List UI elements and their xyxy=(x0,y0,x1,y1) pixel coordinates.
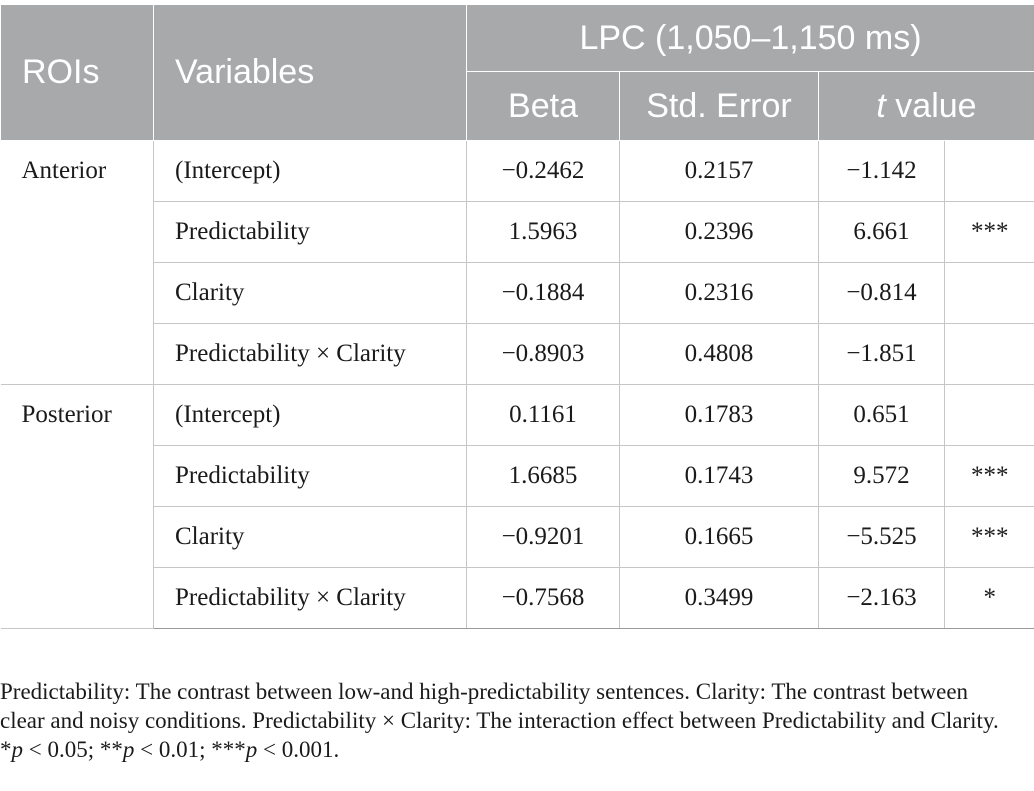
footnote-p-symbol: p xyxy=(245,737,258,762)
table-row: Predictability 1.6685 0.1743 9.572 *** xyxy=(1,445,1034,507)
t-value-cell: −1.851 xyxy=(818,323,945,385)
header-t-value: t value xyxy=(817,71,1034,141)
significance-cell: * xyxy=(943,567,1034,629)
significance-cell: *** xyxy=(943,201,1034,263)
table-body: Anterior (Intercept) −0.2462 0.2157 −1.1… xyxy=(0,140,1034,629)
beta-cell: 0.1161 xyxy=(466,384,620,446)
footnote-p-symbol: p xyxy=(122,737,135,762)
std-error-cell: 0.1665 xyxy=(619,506,819,568)
significance-cell: *** xyxy=(943,445,1034,507)
t-value-cell: −1.142 xyxy=(818,140,945,202)
variable-cell: Predictability × Clarity xyxy=(153,323,467,385)
variable-cell: (Intercept) xyxy=(153,384,467,446)
std-error-cell: 0.2396 xyxy=(619,201,819,263)
significance-cell xyxy=(943,323,1034,385)
table-row: Predictability × Clarity −0.8903 0.4808 … xyxy=(1,323,1034,385)
footnote-p-symbol: p xyxy=(11,737,24,762)
beta-cell: 1.6685 xyxy=(466,445,620,507)
significance-cell xyxy=(943,384,1034,446)
std-error-cell: 0.4808 xyxy=(619,323,819,385)
table-row: Predictability × Clarity −0.7568 0.3499 … xyxy=(1,567,1034,629)
std-error-cell: 0.1743 xyxy=(619,445,819,507)
beta-cell: −0.9201 xyxy=(466,506,620,568)
t-value-cell: 6.661 xyxy=(818,201,945,263)
table-row: Predictability 1.5963 0.2396 6.661 *** xyxy=(1,201,1034,263)
table-row: Clarity −0.9201 0.1665 −5.525 *** xyxy=(1,506,1034,568)
variable-cell: Predictability xyxy=(153,201,467,263)
significance-cell xyxy=(943,140,1034,202)
header-t-rest: value xyxy=(885,86,977,125)
header-t-italic: t xyxy=(876,86,886,125)
t-value-cell: 9.572 xyxy=(818,445,945,507)
header-variables: Variables xyxy=(153,4,467,141)
std-error-cell: 0.3499 xyxy=(619,567,819,629)
results-table: ROIs Variables LPC (1,050–1,150 ms) Beta… xyxy=(0,4,1034,629)
variable-cell: Predictability xyxy=(153,445,467,507)
table-footnote: Predictability: The contrast between low… xyxy=(0,677,1010,764)
t-value-cell: −5.525 xyxy=(818,506,945,568)
footnote-threshold: < 0.01; *** xyxy=(134,737,246,762)
significance-cell: *** xyxy=(943,506,1034,568)
table-row: Clarity −0.1884 0.2316 −0.814 xyxy=(1,262,1034,324)
t-value-cell: 0.651 xyxy=(818,384,945,446)
header-std-error: Std. Error xyxy=(619,71,819,141)
beta-cell: −0.7568 xyxy=(466,567,620,629)
variable-cell: Clarity xyxy=(153,506,467,568)
roi-cell: Anterior xyxy=(0,140,154,385)
header-rois: ROIs xyxy=(0,4,154,141)
t-value-cell: −2.163 xyxy=(818,567,945,629)
header-lpc-group: LPC (1,050–1,150 ms) xyxy=(465,4,1034,72)
footnote-text: Predictability: The contrast between low… xyxy=(0,679,999,762)
variable-cell: Predictability × Clarity xyxy=(153,567,467,629)
t-value-cell: −0.814 xyxy=(818,262,945,324)
variable-cell: (Intercept) xyxy=(153,140,467,202)
roi-cell: Posterior xyxy=(0,384,154,629)
beta-cell: 1.5963 xyxy=(466,201,620,263)
footnote-threshold: < 0.001. xyxy=(257,737,340,762)
beta-cell: −0.1884 xyxy=(466,262,620,324)
variable-cell: Clarity xyxy=(153,262,467,324)
significance-cell xyxy=(943,262,1034,324)
beta-cell: −0.8903 xyxy=(466,323,620,385)
std-error-cell: 0.2157 xyxy=(619,140,819,202)
table-row: Posterior (Intercept) 0.1161 0.1783 0.65… xyxy=(0,384,1034,629)
table-header: ROIs Variables LPC (1,050–1,150 ms) Beta… xyxy=(0,4,1034,141)
table-row: Anterior (Intercept) −0.2462 0.2157 −1.1… xyxy=(0,140,1034,385)
header-beta: Beta xyxy=(466,71,620,141)
std-error-cell: 0.1783 xyxy=(619,384,819,446)
std-error-cell: 0.2316 xyxy=(619,262,819,324)
footnote-threshold: < 0.05; ** xyxy=(23,737,123,762)
beta-cell: −0.2462 xyxy=(466,140,620,202)
